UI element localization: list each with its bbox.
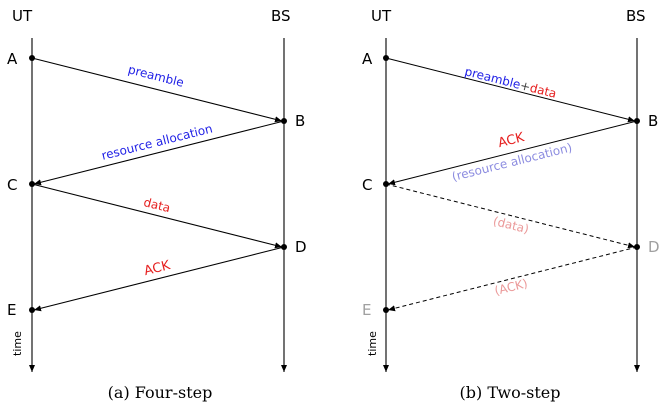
- resource-allocation-arrow: [33, 120, 285, 186]
- point-a-dot: [29, 55, 35, 61]
- bs-label: BS: [626, 7, 646, 25]
- data-part: data: [528, 81, 558, 101]
- time-axis-label: time: [11, 331, 24, 356]
- point-c-dot: [29, 181, 35, 187]
- point-d-dot: [281, 244, 287, 250]
- point-e-label: E: [362, 301, 371, 319]
- point-a-label: A: [7, 50, 18, 68]
- ack-arrow: [33, 246, 285, 312]
- point-c-label: C: [7, 176, 17, 194]
- data-optional-label: (data): [492, 214, 531, 236]
- point-d-label: D: [648, 238, 660, 256]
- point-d-dot: [634, 244, 640, 250]
- point-e-dot: [383, 307, 389, 313]
- preamble-plus-data-label: preamble+data: [463, 64, 558, 101]
- data-label: data: [142, 195, 172, 215]
- time-axis-label: time: [366, 331, 379, 356]
- point-b-label: B: [648, 112, 658, 130]
- caption-two-step: (b) Two-step: [460, 383, 561, 402]
- point-c-label: C: [362, 176, 372, 194]
- point-c-dot: [383, 181, 389, 187]
- resource-allocation-label: resource allocation: [100, 121, 214, 162]
- panel-two-step: UT BS time A B C D E preamble+data ACK (…: [362, 7, 660, 402]
- point-b-dot: [281, 118, 287, 124]
- point-e-label: E: [7, 301, 16, 319]
- point-a-dot: [383, 55, 389, 61]
- data-arrow: [31, 183, 283, 249]
- ack-resource-allocation-arrow: [387, 120, 638, 186]
- optional-data-arrow: [385, 183, 636, 249]
- ack-label: ACK: [497, 130, 527, 151]
- optional-ack-arrow: [387, 246, 638, 312]
- preamble-label: preamble: [127, 62, 186, 89]
- preamble-data-arrow: [385, 57, 636, 123]
- panel-four-step: UT BS time A B C D E preamble resource a…: [7, 7, 307, 402]
- point-d-label: D: [295, 238, 307, 256]
- caption-four-step: (a) Four-step: [108, 383, 213, 402]
- preamble-arrow: [31, 57, 283, 123]
- point-a-label: A: [362, 50, 373, 68]
- bs-label: BS: [271, 7, 291, 25]
- point-b-label: B: [295, 112, 305, 130]
- plus-sign: +: [519, 78, 532, 94]
- preamble-part: preamble: [463, 64, 522, 91]
- ack-label: ACK: [143, 258, 173, 279]
- ut-label: UT: [12, 7, 33, 25]
- ut-label: UT: [371, 7, 392, 25]
- ack-optional-label: (ACK): [493, 276, 529, 298]
- point-e-dot: [29, 307, 35, 313]
- point-b-dot: [634, 118, 640, 124]
